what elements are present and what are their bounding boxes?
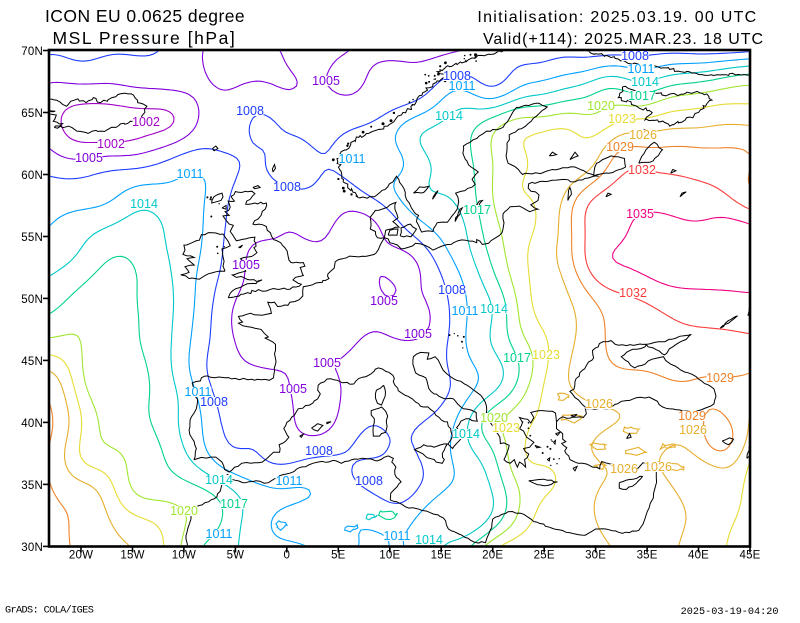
svg-text:1020: 1020 [480,411,508,425]
svg-text:1014: 1014 [205,473,233,487]
svg-text:1011: 1011 [339,152,366,166]
svg-text:ICON EU 0.0625 degree: ICON EU 0.0625 degree [45,6,245,26]
svg-text:1008: 1008 [236,104,264,118]
svg-text:1023: 1023 [492,421,520,435]
svg-text:1017: 1017 [628,89,656,103]
svg-text:15W: 15W [120,550,144,562]
svg-text:45N: 45N [21,356,43,368]
svg-text:15E: 15E [431,550,452,562]
svg-text:1020: 1020 [170,504,198,518]
svg-text:2025-03-19-04:20: 2025-03-19-04:20 [681,607,779,618]
svg-text:55N: 55N [21,232,43,244]
svg-text:35N: 35N [21,480,43,492]
svg-text:1005: 1005 [232,258,260,272]
svg-text:1032: 1032 [628,163,656,177]
svg-text:1014: 1014 [452,427,480,441]
svg-text:1008: 1008 [305,444,333,458]
svg-text:Initialisation: 2025.03.19. 00: Initialisation: 2025.03.19. 00 UTC [477,9,757,26]
svg-text:1005: 1005 [75,151,103,165]
svg-text:35E: 35E [637,550,658,562]
svg-text:60N: 60N [21,170,43,182]
svg-text:50N: 50N [21,294,43,306]
svg-text:30N: 30N [21,542,43,554]
svg-text:1005: 1005 [313,356,341,370]
svg-text:1029: 1029 [606,140,634,154]
svg-text:1008: 1008 [273,180,301,194]
svg-text:1011: 1011 [185,385,212,399]
svg-text:1008: 1008 [200,395,228,409]
svg-text:1008: 1008 [355,474,383,488]
svg-text:10W: 10W [172,550,196,562]
svg-text:1008: 1008 [438,283,466,297]
svg-text:1020: 1020 [587,99,615,113]
svg-text:5W: 5W [227,550,245,562]
svg-text:40N: 40N [21,418,43,430]
svg-text:1005: 1005 [404,327,432,341]
svg-text:25E: 25E [534,550,555,562]
svg-text:Valid(+114): 2025.MAR.23. 18 U: Valid(+114): 2025.MAR.23. 18 UTC [483,31,764,48]
svg-text:20E: 20E [482,550,503,562]
svg-text:GrADS: COLA/IGES: GrADS: COLA/IGES [5,605,94,617]
svg-text:1014: 1014 [415,533,443,547]
svg-text:1017: 1017 [503,351,531,365]
svg-text:1011: 1011 [206,527,233,541]
svg-text:5E: 5E [331,550,346,562]
svg-text:1026: 1026 [629,128,657,142]
svg-text:0: 0 [283,550,290,562]
svg-text:1014: 1014 [435,109,463,123]
svg-text:70N: 70N [21,46,43,58]
svg-text:20W: 20W [69,550,93,562]
svg-text:1026: 1026 [679,423,707,437]
svg-text:10E: 10E [379,550,400,562]
svg-text:1017: 1017 [463,203,491,217]
svg-text:1011: 1011 [177,167,204,181]
svg-text:1011: 1011 [384,529,411,543]
svg-text:1017: 1017 [220,497,248,511]
svg-text:30E: 30E [585,550,606,562]
svg-text:45E: 45E [739,550,760,562]
svg-text:1011: 1011 [276,474,303,488]
svg-text:1023: 1023 [532,348,560,362]
svg-text:1026: 1026 [644,460,672,474]
svg-text:1014: 1014 [480,302,508,316]
svg-text:1029: 1029 [678,409,706,423]
svg-text:1005: 1005 [312,74,340,88]
svg-text:1005: 1005 [370,294,398,308]
svg-text:1005: 1005 [279,382,307,396]
svg-text:1008: 1008 [621,49,649,63]
svg-text:40E: 40E [688,550,709,562]
svg-text:1032: 1032 [619,286,647,300]
svg-text:1023: 1023 [608,112,636,126]
svg-text:1014: 1014 [631,75,659,89]
svg-text:1029: 1029 [706,371,734,385]
svg-text:1011: 1011 [628,62,655,76]
svg-text:1002: 1002 [132,115,160,129]
svg-text:1026: 1026 [585,397,613,411]
svg-text:1014: 1014 [130,197,158,211]
svg-text:1035: 1035 [626,207,654,221]
svg-text:1011: 1011 [449,79,476,93]
svg-text:MSL Pressure [hPa]: MSL Pressure [hPa] [53,28,237,48]
svg-text:1008: 1008 [443,69,471,83]
svg-text:65N: 65N [21,108,43,120]
svg-text:1002: 1002 [97,137,125,151]
svg-text:1026: 1026 [610,462,638,476]
svg-text:1011: 1011 [452,304,479,318]
